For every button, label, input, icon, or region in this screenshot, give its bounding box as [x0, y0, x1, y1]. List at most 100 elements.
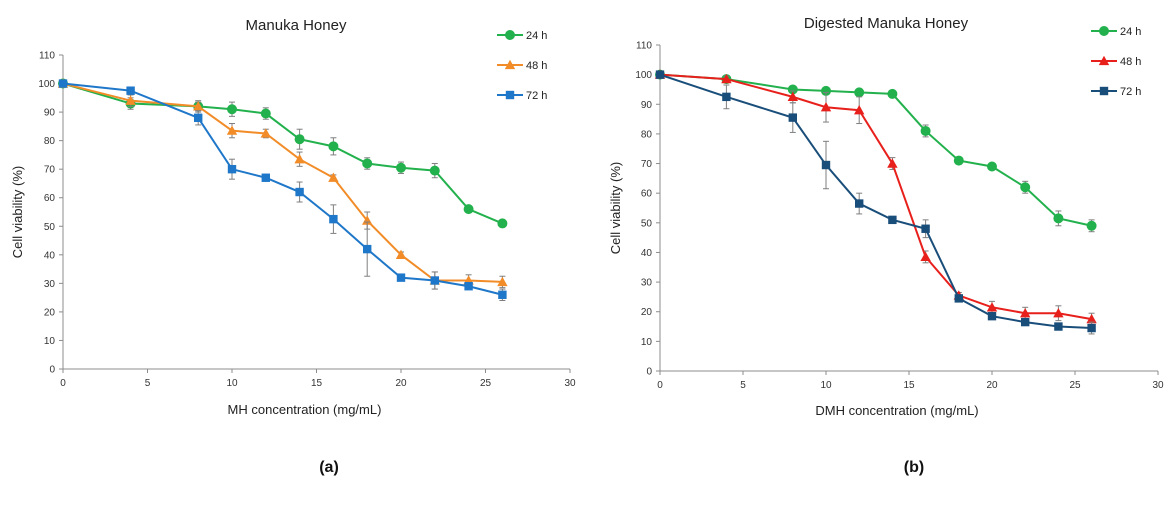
data-point [1020, 308, 1031, 318]
data-point [820, 102, 832, 112]
panel-label-b: (b) [904, 459, 924, 476]
series-line [659, 73, 1092, 321]
data-point [329, 214, 338, 224]
x-axis-label: DMH concentration (mg/mL) [815, 403, 978, 418]
data-point [294, 153, 305, 164]
y-tick-label: 70 [44, 165, 56, 176]
legend-label: 72 h [526, 90, 547, 102]
data-point [227, 164, 237, 174]
data-point [920, 125, 931, 136]
x-tick-label: 5 [145, 378, 151, 389]
legend-label: 48 h [1120, 56, 1141, 68]
y-tick-label: 50 [44, 222, 56, 233]
data-point [1021, 317, 1030, 327]
x-tick-label: 0 [60, 378, 66, 389]
data-point [498, 290, 507, 299]
series-24h [58, 78, 508, 229]
y-tick-label: 60 [641, 189, 653, 200]
data-point [887, 158, 898, 168]
x-axis-label: MH concentration (mg/mL) [228, 402, 382, 417]
y-tick-label: 50 [641, 218, 653, 229]
chart-title: Manuka Honey [246, 17, 347, 34]
data-point [921, 224, 930, 233]
data-point [987, 311, 997, 321]
data-point [126, 86, 135, 95]
y-tick-label: 70 [641, 159, 653, 170]
x-tick-label: 20 [395, 378, 407, 389]
x-tick-label: 30 [1152, 380, 1164, 391]
legend-label: 48 h [526, 60, 547, 72]
data-point [1087, 323, 1096, 333]
y-tick-label: 0 [646, 367, 652, 378]
data-point [788, 113, 797, 122]
y-tick-label: 80 [641, 129, 653, 140]
x-tick-label: 10 [226, 378, 238, 389]
data-point [986, 302, 998, 312]
y-tick-label: 20 [44, 307, 56, 318]
legend-label: 24 h [1120, 26, 1141, 38]
data-point [920, 251, 931, 262]
panel-label-a: (a) [319, 459, 339, 476]
data-point [953, 155, 964, 166]
series-72h [655, 70, 1096, 335]
x-tick-label: 5 [740, 380, 746, 391]
data-point [260, 108, 271, 119]
data-point [260, 128, 271, 138]
legend-marker [504, 59, 516, 70]
data-point [227, 104, 237, 115]
x-tick-label: 30 [564, 378, 576, 389]
legend-marker [505, 30, 515, 40]
legend-marker [1099, 86, 1109, 96]
y-tick-label: 10 [641, 337, 653, 348]
data-point [328, 141, 339, 152]
data-point [463, 204, 474, 215]
data-point [821, 160, 831, 170]
legend-label: 24 h [526, 30, 547, 42]
y-tick-label: 10 [44, 336, 56, 347]
y-tick-label: 110 [636, 41, 652, 52]
series-line [659, 73, 1092, 227]
data-point [1054, 322, 1063, 331]
y-tick-label: 20 [641, 307, 653, 318]
data-point [362, 158, 373, 169]
y-tick-label: 40 [641, 248, 653, 259]
x-tick-label: 10 [820, 380, 832, 391]
data-point [430, 276, 439, 285]
data-point [363, 244, 372, 254]
y-tick-label: 40 [44, 250, 56, 261]
series-48h [654, 69, 1097, 326]
x-tick-label: 25 [1069, 380, 1081, 391]
y-tick-label: 30 [641, 278, 653, 289]
y-tick-label: 90 [44, 108, 56, 119]
data-point [396, 273, 406, 282]
data-point [497, 218, 508, 229]
x-tick-label: 15 [311, 378, 323, 389]
x-tick-label: 20 [986, 380, 998, 391]
legend-marker [505, 90, 515, 100]
data-point [987, 161, 997, 172]
data-point [722, 92, 731, 102]
data-point [887, 88, 898, 99]
data-point [497, 276, 508, 287]
legend-label: 72 h [1120, 86, 1141, 98]
series-line [659, 73, 1092, 330]
data-point [1020, 182, 1031, 193]
series-line [62, 82, 503, 283]
data-point [193, 101, 204, 111]
data-point [787, 91, 798, 102]
legend-marker [1099, 26, 1109, 36]
y-tick-label: 60 [44, 193, 56, 204]
y-axis-label: Cell viability (%) [10, 166, 25, 258]
data-point [655, 70, 665, 79]
data-point [854, 87, 865, 98]
y-axis-label: Cell viability (%) [608, 162, 623, 254]
y-tick-label: 30 [44, 279, 56, 290]
series-line [62, 82, 503, 296]
y-tick-label: 90 [641, 100, 653, 111]
data-point [194, 113, 203, 122]
data-point [328, 172, 339, 182]
data-point [854, 105, 865, 115]
data-point [464, 282, 473, 291]
